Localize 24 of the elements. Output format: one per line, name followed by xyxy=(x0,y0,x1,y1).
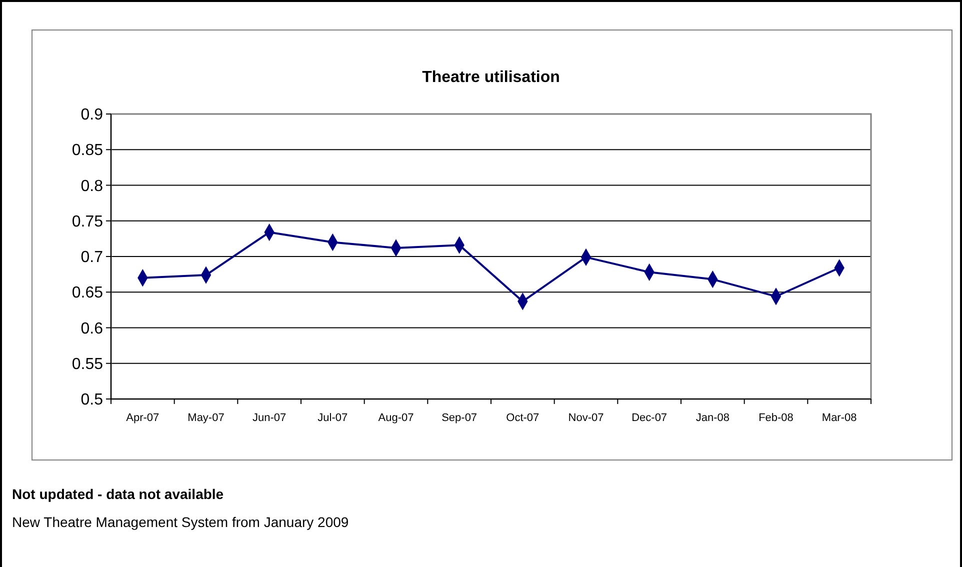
y-tick-label: 0.5 xyxy=(80,392,104,409)
x-tick-label: Apr-07 xyxy=(126,412,160,424)
chart-title: Theatre utilisation xyxy=(422,69,560,86)
x-tick-label: Nov-07 xyxy=(568,412,604,424)
x-tick-label: May-07 xyxy=(188,412,224,424)
y-tick-label: 0.55 xyxy=(72,356,104,373)
y-tick-label: 0.65 xyxy=(72,284,104,302)
text: Not updated - data not available xyxy=(12,486,224,502)
y-tick-label: 0.85 xyxy=(72,142,104,160)
x-tick-label: Oct-07 xyxy=(506,412,540,424)
y-tick-label: 0.9 xyxy=(80,106,104,124)
x-tick-label: Dec-07 xyxy=(632,412,668,424)
y-tick-label: 0.6 xyxy=(80,320,104,338)
x-tick-label: Jul-07 xyxy=(318,412,348,424)
y-tick-label: 0.8 xyxy=(80,178,104,195)
text: New Theatre Management System from January 2009 xyxy=(12,514,349,530)
x-tick-label: Mar-08 xyxy=(822,412,857,424)
y-tick-label: 0.7 xyxy=(80,249,104,266)
x-tick-label: Aug-07 xyxy=(378,412,414,424)
x-tick-label: Feb-08 xyxy=(758,412,794,424)
x-tick-label: Jan-08 xyxy=(696,412,730,424)
x-tick-label: Sep-07 xyxy=(442,412,478,424)
x-tick-label: Jun-07 xyxy=(252,412,286,424)
y-tick-label: 0.75 xyxy=(72,213,104,230)
